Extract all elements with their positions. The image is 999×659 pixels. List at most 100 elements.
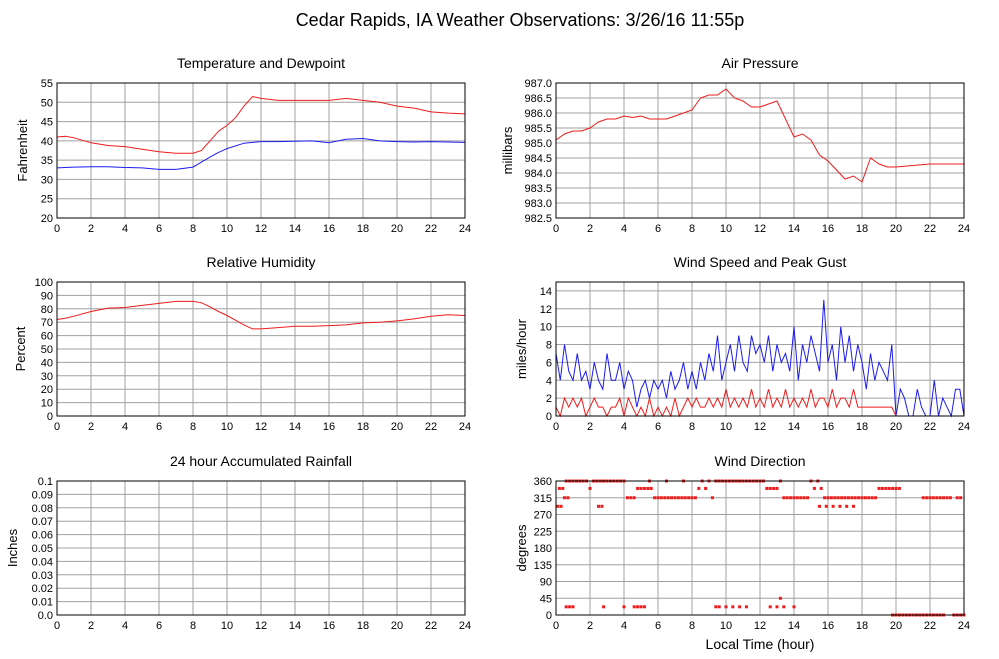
humidity-y-tick-label: 50 xyxy=(41,344,53,356)
direction-point xyxy=(826,496,830,500)
direction-x-tick-label: 20 xyxy=(890,620,902,632)
direction-point xyxy=(588,486,592,490)
temperature-x-tick-label: 0 xyxy=(54,223,60,235)
pressure-x-tick-label: 0 xyxy=(553,223,559,235)
temperature-y-tick-label: 40 xyxy=(41,136,53,148)
direction-point xyxy=(680,496,684,500)
rain-x-tick-label: 22 xyxy=(425,620,437,632)
direction-point xyxy=(887,486,891,490)
wind-x-tick-label: 0 xyxy=(553,421,559,433)
direction-point xyxy=(625,496,629,500)
temperature-x-tick-label: 6 xyxy=(156,223,162,235)
direction-point xyxy=(670,496,674,500)
direction-point xyxy=(819,486,823,490)
temperature-x-tick-label: 2 xyxy=(88,223,94,235)
pressure-x-tick-label: 4 xyxy=(621,223,627,235)
direction-point xyxy=(948,496,952,500)
direction-x-tick-label: 10 xyxy=(720,620,732,632)
rain-y-tick-label: 0.06 xyxy=(32,530,53,542)
direction-y-tick-label: 315 xyxy=(534,493,552,505)
direction-point xyxy=(566,496,570,500)
direction-point xyxy=(843,496,847,500)
direction-y-tick-label: 270 xyxy=(534,510,552,522)
direction-point xyxy=(636,486,640,490)
rain-y-tick-label: 0.05 xyxy=(32,543,53,555)
direction-point xyxy=(852,504,855,508)
pressure-x-tick-label: 8 xyxy=(689,223,695,235)
direction-x-tick-label: 8 xyxy=(689,620,695,632)
temperature-x-tick-label: 12 xyxy=(255,223,267,235)
direction-point xyxy=(928,496,932,500)
direction-point xyxy=(792,496,796,500)
direction-x-tick-label: 2 xyxy=(587,620,593,632)
direction-panel: 0 2 4 6 8 10 12 14 16 18 20 22 240459013518022527031… xyxy=(514,453,970,632)
temperature-x-tick-label: 14 xyxy=(289,223,301,235)
direction-point xyxy=(921,496,925,500)
direction-point xyxy=(874,496,878,500)
humidity-panel: 0 2 4 6 8 10 12 14 16 18 20 22 240102030405060708090… xyxy=(13,254,471,433)
direction-point xyxy=(697,486,701,490)
direction-point xyxy=(829,496,833,500)
direction-y-tick-label: 90 xyxy=(540,577,552,589)
direction-y-tick-label: 135 xyxy=(534,560,552,572)
humidity-x-tick-label: 8 xyxy=(190,421,196,433)
humidity-y-tick-label: 10 xyxy=(41,398,53,410)
temperature-panel: 0 2 4 6 8 10 12 14 16 18 20 22 242025303540455055Tem… xyxy=(15,55,471,235)
humidity-x-tick-label: 12 xyxy=(255,421,267,433)
direction-y-axis-label: degrees xyxy=(514,524,529,571)
pressure-y-tick-label: 982.5 xyxy=(524,213,552,225)
temperature-y-tick-label: 20 xyxy=(41,213,53,225)
direction-point xyxy=(857,496,861,500)
direction-point xyxy=(778,596,782,600)
wind-title: Wind Speed and Peak Gust xyxy=(674,254,847,270)
pressure-x-tick-label: 10 xyxy=(720,223,732,235)
pressure-frame xyxy=(555,82,965,219)
temperature-y-tick-label: 55 xyxy=(41,78,53,90)
wind-x-tick-label: 24 xyxy=(958,421,970,433)
direction-point xyxy=(831,504,835,508)
direction-point xyxy=(959,496,963,500)
direction-point xyxy=(818,504,821,508)
direction-point xyxy=(557,486,561,490)
direction-y-tick-label: 0 xyxy=(546,610,552,622)
temperature-frame xyxy=(56,82,466,219)
rain-x-tick-label: 20 xyxy=(391,620,403,632)
humidity-title: Relative Humidity xyxy=(207,254,316,270)
humidity-y-tick-label: 90 xyxy=(41,290,53,302)
humidity-y-tick-label: 70 xyxy=(41,317,53,329)
pressure-title: Air Pressure xyxy=(721,55,798,71)
wind-y-tick-label: 10 xyxy=(540,322,552,334)
direction-x-tick-label: 24 xyxy=(958,620,970,632)
humidity-x-tick-label: 0 xyxy=(54,421,60,433)
wind-x-tick-label: 4 xyxy=(621,421,627,433)
pressure-x-tick-label: 18 xyxy=(856,223,868,235)
direction-point xyxy=(561,486,565,490)
direction-point xyxy=(894,486,898,490)
pressure-x-tick-label: 14 xyxy=(788,223,800,235)
humidity-x-tick-label: 16 xyxy=(323,421,335,433)
direction-point xyxy=(744,605,748,609)
direction-point xyxy=(710,496,714,500)
page-title: Cedar Rapids, IA Weather Observations: 3… xyxy=(296,10,745,30)
direction-point xyxy=(564,605,568,609)
direction-point xyxy=(884,486,888,490)
direction-point xyxy=(602,605,606,609)
pressure-panel: 0 2 4 6 8 10 12 14 16 18 20 22 24982.5983.0983.5984.… xyxy=(500,55,970,235)
wind-y-tick-label: 0 xyxy=(546,411,552,423)
humidity-y-tick-label: 80 xyxy=(41,304,53,316)
humidity-x-tick-label: 20 xyxy=(391,421,403,433)
pressure-x-tick-label: 20 xyxy=(890,223,902,235)
direction-title: Wind Direction xyxy=(714,453,805,469)
wind-y-tick-label: 6 xyxy=(546,357,552,369)
humidity-x-tick-label: 4 xyxy=(122,421,128,433)
temperature-title: Temperature and Dewpoint xyxy=(177,55,345,71)
rain-title: 24 hour Accumulated Rainfall xyxy=(170,453,352,469)
rain-panel: 0 2 4 6 8 10 12 14 16 18 20 22 240.00.010.020.030.04… xyxy=(5,453,471,632)
temperature-y-tick-label: 35 xyxy=(41,155,53,167)
direction-point xyxy=(945,496,949,500)
wind-x-tick-label: 6 xyxy=(655,421,661,433)
rain-x-tick-label: 14 xyxy=(289,620,301,632)
direction-point xyxy=(942,496,946,500)
temperature-y-tick-label: 25 xyxy=(41,194,53,206)
